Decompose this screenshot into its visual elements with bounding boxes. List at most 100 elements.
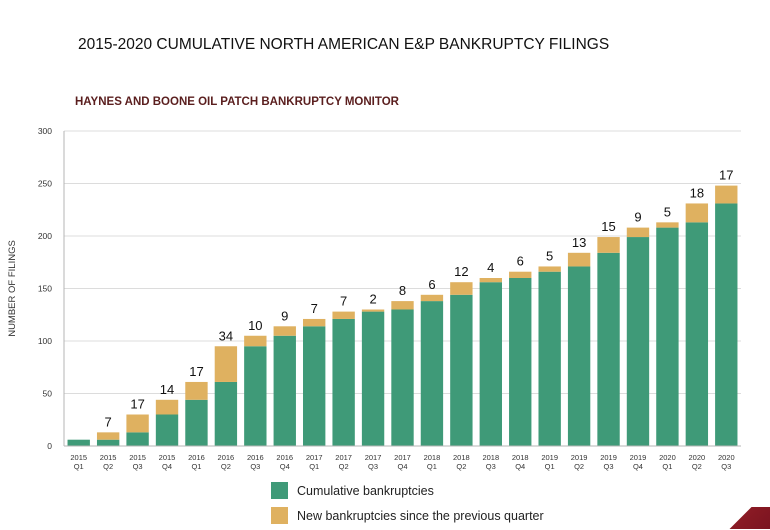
bar-new <box>96 432 120 440</box>
x-tick-label-year: 2016 <box>188 453 205 462</box>
bar-new <box>567 252 591 267</box>
x-tick-label-quarter: Q1 <box>662 462 672 471</box>
x-tick-label-quarter: Q4 <box>633 462 643 471</box>
x-tick-label-year: 2020 <box>689 453 706 462</box>
bars <box>67 185 738 446</box>
bar-cumulative <box>420 301 444 446</box>
data-label: 17 <box>130 397 144 412</box>
bar-new <box>391 301 414 310</box>
y-tick-label: 0 <box>47 441 52 451</box>
bar-new <box>538 266 561 272</box>
data-label: 6 <box>517 254 524 269</box>
legend-item-new: New bankruptcies since the previous quar… <box>271 505 544 526</box>
bar-new <box>155 399 179 415</box>
x-tick-label-quarter: Q1 <box>74 462 84 471</box>
data-label: 9 <box>634 210 641 225</box>
x-tick-label-quarter: Q2 <box>339 462 349 471</box>
bar-cumulative <box>96 439 120 446</box>
x-tick-label-year: 2015 <box>70 453 87 462</box>
bar-new <box>185 381 208 400</box>
x-tick-label-quarter: Q3 <box>721 462 731 471</box>
data-labels: 7 17 14 17 34 10 9 7 7 2 8 6 12 4 6 5 13 15 9 5 18 17 <box>105 168 734 430</box>
data-label: 5 <box>546 248 553 263</box>
x-tick-label-year: 2017 <box>306 453 323 462</box>
x-tick-label-quarter: Q1 <box>309 462 319 471</box>
bar-new <box>656 222 679 228</box>
y-tick-label: 100 <box>38 336 52 346</box>
x-tick-label-quarter: Q3 <box>133 462 143 471</box>
x-tick-label-year: 2018 <box>424 453 441 462</box>
bar-cumulative <box>567 266 591 446</box>
bar-new <box>626 227 650 238</box>
bar-cumulative <box>626 237 650 446</box>
x-tick-label-quarter: Q1 <box>545 462 555 471</box>
x-tick-label-quarter: Q2 <box>456 462 466 471</box>
x-tick-label-quarter: Q3 <box>486 462 496 471</box>
bar-cumulative <box>479 282 502 446</box>
x-tick-label-year: 2018 <box>512 453 529 462</box>
bar-new <box>332 311 355 319</box>
bar-cumulative <box>155 414 179 446</box>
x-tick-label-year: 2016 <box>276 453 293 462</box>
x-tick-label-year: 2015 <box>159 453 176 462</box>
x-tick-label-year: 2018 <box>453 453 470 462</box>
x-tick-label-quarter: Q4 <box>515 462 525 471</box>
x-tick-label-year: 2018 <box>482 453 499 462</box>
bar-cumulative <box>597 252 620 446</box>
data-label: 4 <box>487 260 494 275</box>
data-label: 9 <box>281 308 288 323</box>
bar-new <box>479 278 502 283</box>
data-label: 14 <box>160 382 174 397</box>
x-tick-label-quarter: Q2 <box>574 462 584 471</box>
data-label: 18 <box>690 185 704 200</box>
bar-new <box>126 414 149 433</box>
legend: Cumulative bankruptcies New bankruptcies… <box>271 480 544 530</box>
x-tick-label-quarter: Q2 <box>692 462 702 471</box>
y-tick-label: 50 <box>43 389 53 399</box>
x-tick-label-year: 2016 <box>218 453 235 462</box>
x-tick-label-quarter: Q1 <box>191 462 201 471</box>
x-tick-label-year: 2019 <box>600 453 617 462</box>
x-tick-label-year: 2017 <box>335 453 352 462</box>
data-label: 17 <box>719 168 733 183</box>
data-label: 10 <box>248 318 262 333</box>
x-tick-label-year: 2020 <box>718 453 735 462</box>
bar-cumulative <box>244 346 267 446</box>
data-label: 15 <box>601 219 615 234</box>
data-label: 7 <box>105 414 112 429</box>
bar-new <box>303 318 326 327</box>
bar-new <box>450 282 473 295</box>
data-label: 7 <box>311 301 318 316</box>
bar-cumulative <box>303 326 326 446</box>
bar-cumulative <box>126 432 149 446</box>
legend-swatch-new <box>271 507 288 524</box>
bar-new <box>685 203 709 223</box>
data-label: 8 <box>399 283 406 298</box>
corner-accent <box>724 507 770 529</box>
bar-new <box>420 294 444 302</box>
data-label: 17 <box>189 364 203 379</box>
bar-cumulative <box>185 399 208 446</box>
y-tick-label: 150 <box>38 284 52 294</box>
bar-cumulative <box>656 227 679 446</box>
legend-label-cumulative: Cumulative bankruptcies <box>297 483 434 498</box>
data-label: 7 <box>340 294 347 309</box>
bar-new <box>244 335 267 347</box>
x-tick-label-quarter: Q4 <box>162 462 172 471</box>
x-tick-label-year: 2019 <box>571 453 588 462</box>
x-tick-label-quarter: Q1 <box>427 462 437 471</box>
data-label: 34 <box>219 328 233 343</box>
y-tick-label: 250 <box>38 179 52 189</box>
y-tick-label: 200 <box>38 231 52 241</box>
bar-new <box>273 326 296 336</box>
x-tick-label-quarter: Q3 <box>368 462 378 471</box>
bar-cumulative <box>361 311 385 446</box>
legend-swatch-cumulative <box>271 482 288 499</box>
y-tick-label: 300 <box>38 126 52 136</box>
legend-item-cumulative: Cumulative bankruptcies <box>271 480 544 501</box>
bar-new <box>214 346 238 382</box>
legend-label-new: New bankruptcies since the previous quar… <box>297 508 544 523</box>
data-label: 6 <box>428 277 435 292</box>
x-tick-label-quarter: Q4 <box>397 462 407 471</box>
